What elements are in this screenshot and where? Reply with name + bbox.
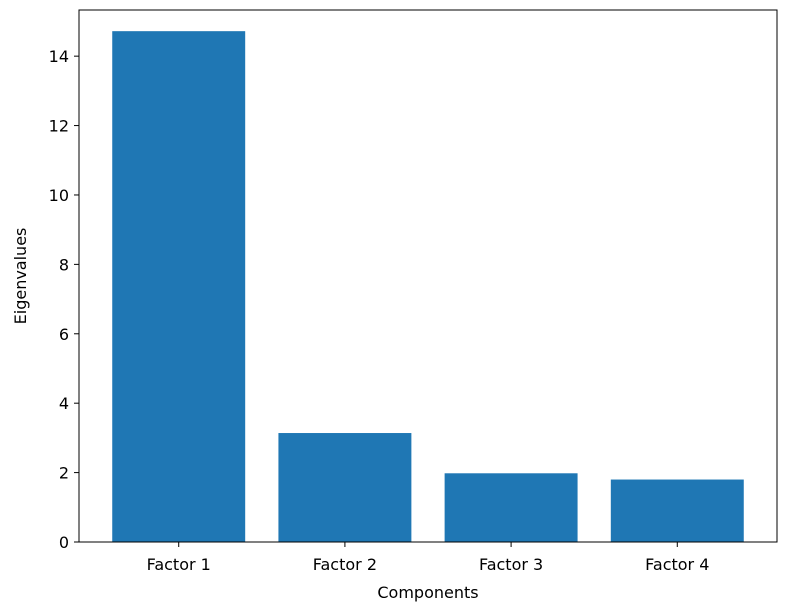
y-axis-ticks: 0 2 4 6 8 10 12 14: [49, 47, 79, 552]
bar-1: [112, 31, 246, 543]
x-axis-label: Components: [377, 583, 478, 602]
bar-3: [444, 473, 578, 542]
bars-layer: [112, 31, 744, 543]
x-tick-label: Factor 4: [645, 555, 709, 574]
y-tick-label: 12: [49, 117, 69, 136]
y-tick-label: 8: [59, 255, 69, 274]
y-tick-label: 4: [59, 394, 69, 413]
plot-frame: [78, 9, 778, 543]
y-tick-label: 6: [59, 325, 69, 344]
x-tick-label: Factor 3: [479, 555, 543, 574]
x-tick-label: Factor 1: [147, 555, 211, 574]
bar-4: [610, 479, 744, 542]
y-tick-label: 10: [49, 186, 69, 205]
y-tick-label: 2: [59, 464, 69, 483]
x-axis-ticks: Factor 1 Factor 2 Factor 3 Factor 4: [147, 542, 709, 574]
y-axis-label: Eigenvalues: [11, 228, 30, 325]
bar-2: [278, 433, 412, 542]
y-tick-label: 14: [49, 47, 69, 66]
x-tick-label: Factor 2: [313, 555, 377, 574]
y-tick-label: 0: [59, 533, 69, 552]
